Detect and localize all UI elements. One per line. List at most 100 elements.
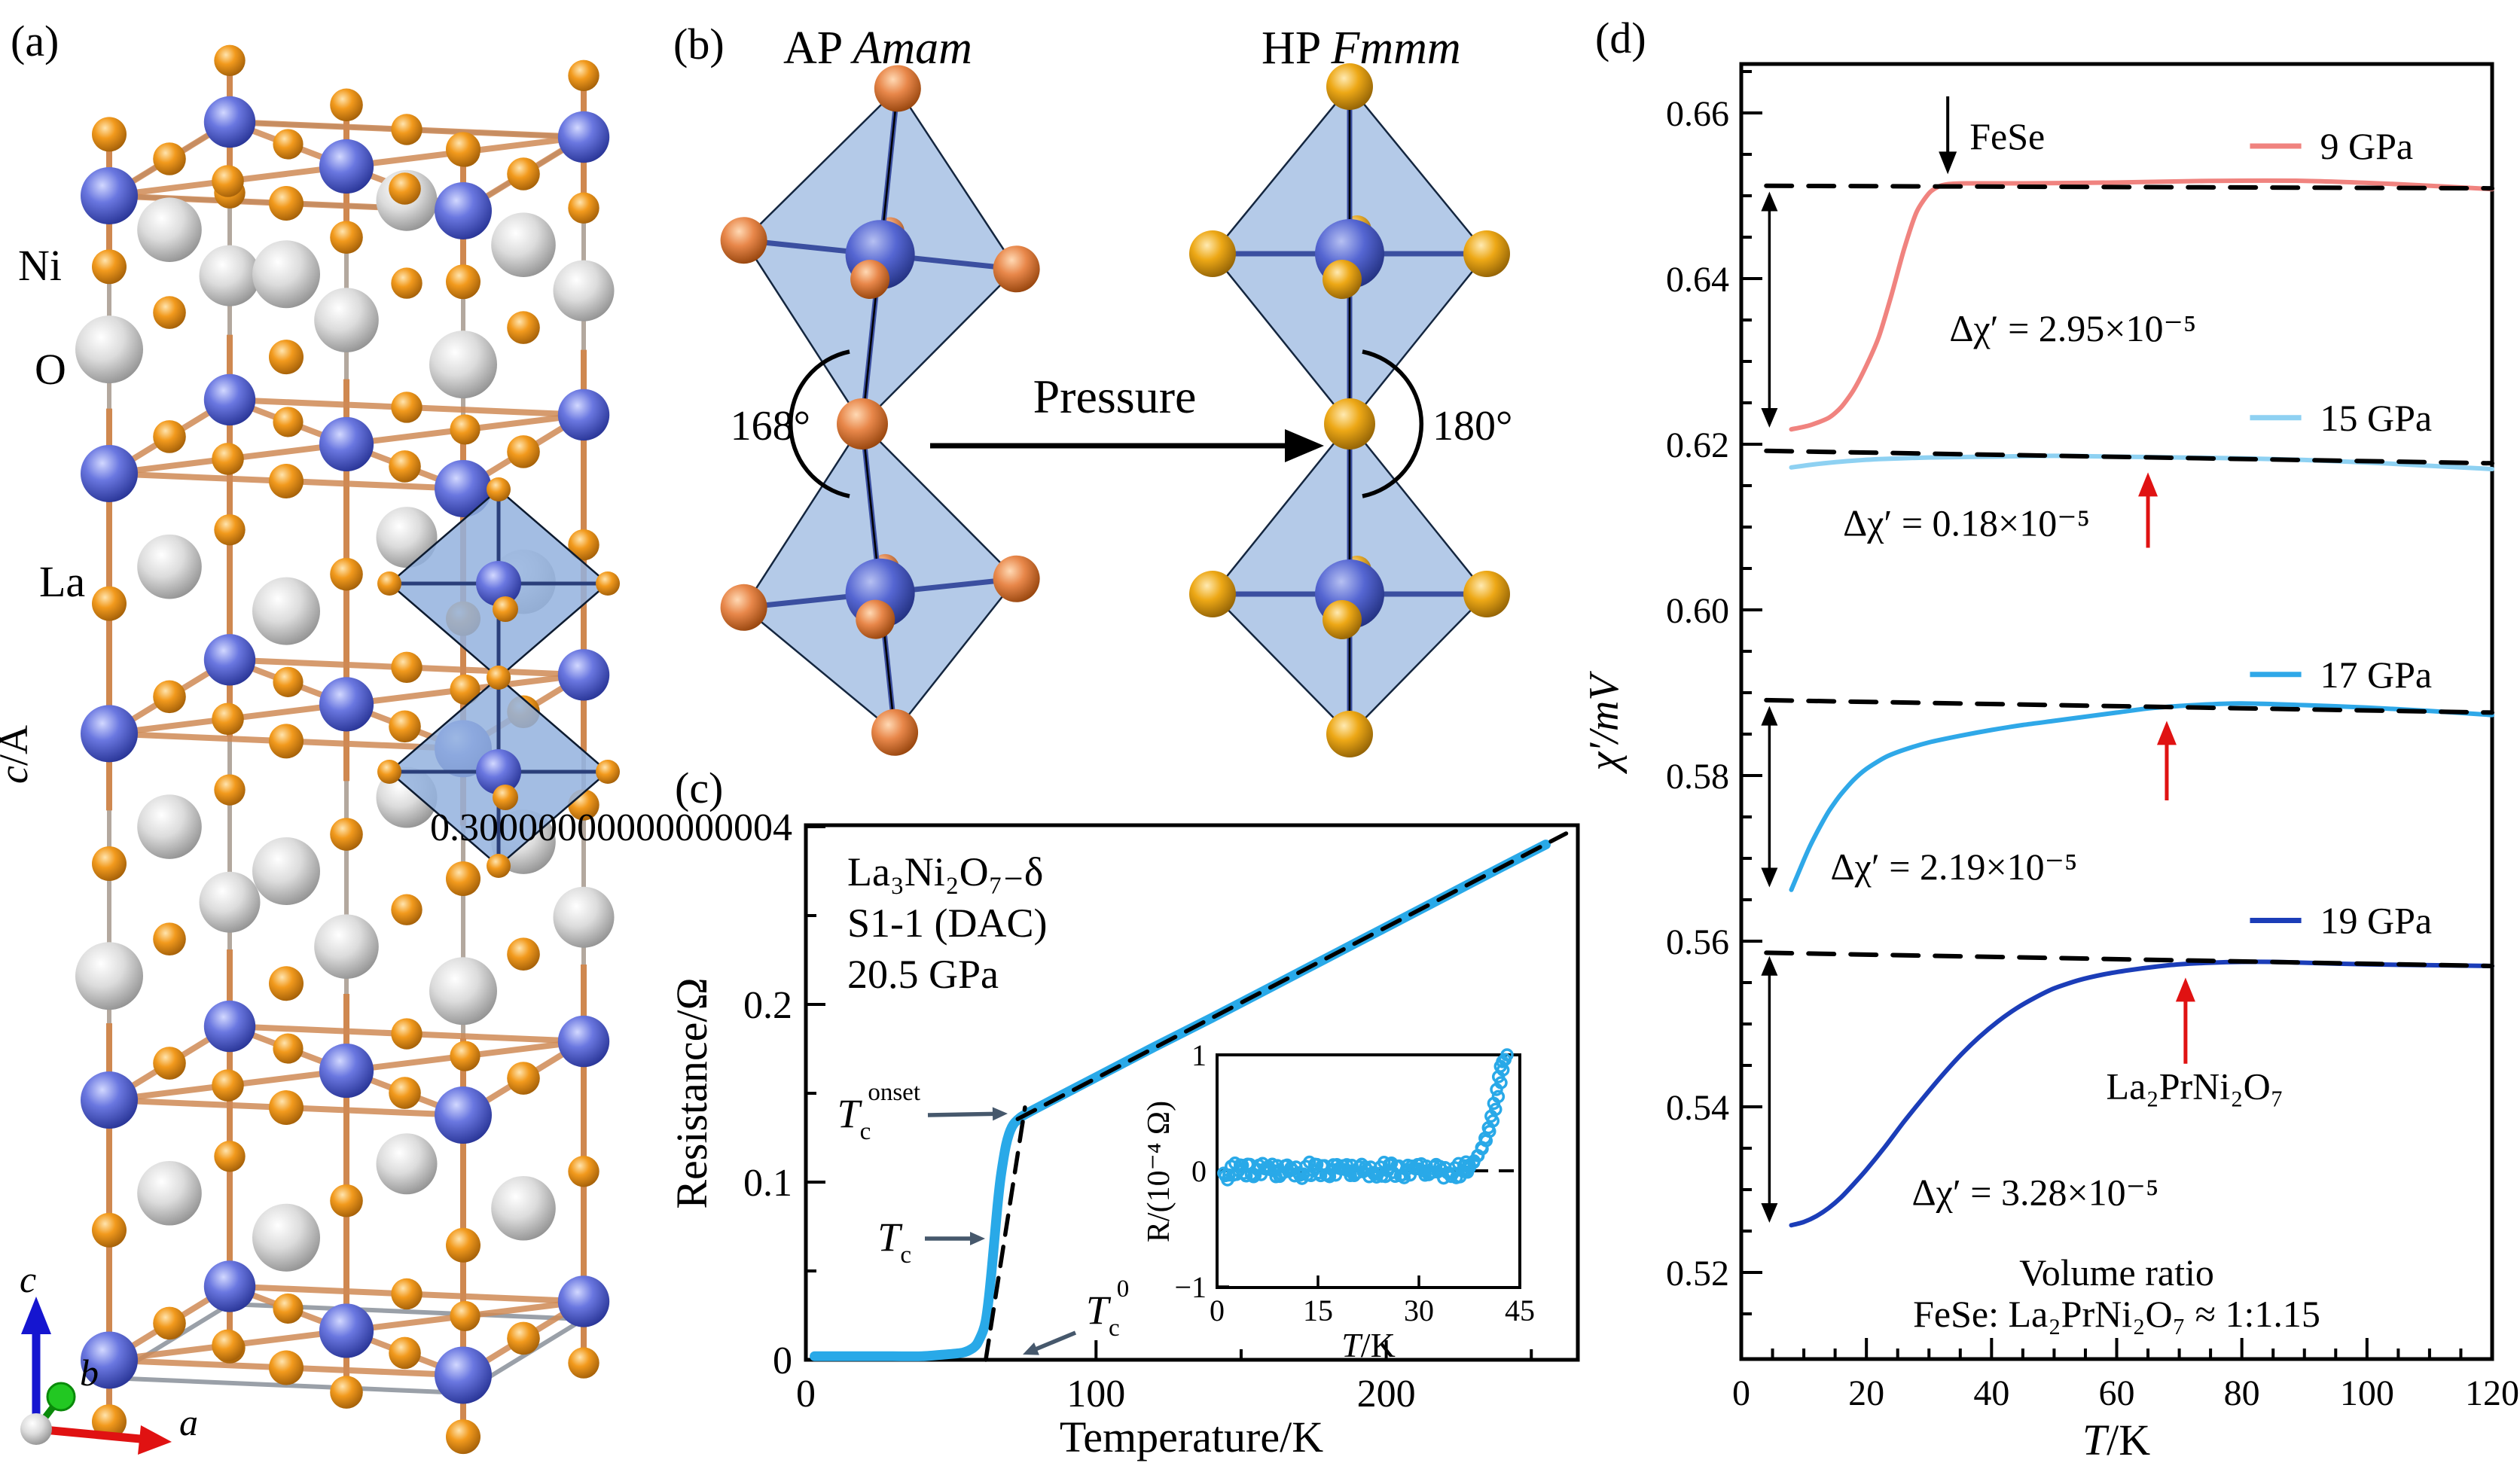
d-xlabel-symbol: T — [2082, 1416, 2110, 1464]
inset-data-point — [1340, 1158, 1353, 1172]
panel-a-crystal-structure: (a) Ni O La c/Å c b a — [0, 17, 620, 1455]
ni-atom — [81, 705, 138, 763]
o-atom — [507, 311, 540, 344]
panel-b-label: (b) — [673, 20, 725, 69]
sample-code: S1-1 (DAC) — [847, 901, 1048, 946]
ni-atom — [319, 139, 374, 194]
d-xlabel-unit: /K — [2107, 1416, 2150, 1464]
d-curve-9-gpa-baseline — [1764, 183, 2494, 191]
o-atom — [269, 463, 304, 498]
o-atom — [214, 514, 246, 546]
o-atom — [269, 966, 304, 1001]
o-atom — [389, 450, 421, 483]
c-inset-plot: 0 15 30 45−101 — [1174, 1038, 1535, 1327]
d-x-tick-label: 80 — [2224, 1373, 2260, 1413]
o-atom — [212, 1069, 244, 1102]
inset-data-point — [1323, 1169, 1337, 1184]
a-axis-arrow — [35, 1425, 141, 1443]
delta-chi-span-arrowhead — [1761, 191, 1778, 212]
o-atom — [330, 818, 363, 851]
la-atom — [252, 1203, 320, 1272]
o-atom — [507, 937, 540, 971]
d-x-tick-label: 0 — [1732, 1373, 1750, 1413]
o-atom — [450, 674, 481, 705]
o-atom — [389, 1336, 421, 1370]
la-atom — [252, 577, 320, 645]
o-atom — [450, 1300, 481, 1332]
ni-atom — [203, 373, 256, 426]
c-curve-normal-state-fit — [1015, 831, 1569, 1121]
la-atom — [314, 288, 379, 352]
o-atom — [568, 1347, 599, 1379]
o-atom — [92, 586, 127, 621]
d-x-tick-label: 120 — [2465, 1373, 2519, 1413]
legend-label-9-gpa: 9 GPa — [2320, 125, 2414, 167]
legend-label-15-gpa: 15 GPa — [2320, 397, 2433, 439]
ni-atom — [557, 111, 610, 163]
transition-marker-arrow-head — [2138, 472, 2158, 497]
o-atom — [446, 264, 481, 300]
o-atom — [212, 702, 244, 736]
inset-data-point — [1496, 1055, 1509, 1068]
delta-chi-span-arrowhead — [1761, 706, 1778, 726]
ni-atom — [476, 561, 521, 606]
upper-octahedron — [720, 65, 1040, 425]
right-title-spacegroup: Fmmm — [1330, 23, 1460, 74]
o-atom — [92, 1212, 127, 1248]
o-atom — [389, 710, 421, 743]
d-y-tick-label: 0.58 — [1666, 757, 1729, 797]
o-atom — [596, 571, 620, 596]
c-axis-italic: c — [0, 766, 36, 784]
d-y-tick-label: 0.64 — [1666, 260, 1729, 300]
tc-onset-label: Tconset — [837, 1079, 920, 1145]
d-y-tick-label: 0.54 — [1666, 1088, 1729, 1128]
fese-label: FeSe — [1969, 115, 2045, 157]
dchi-9: Δχ′ = 2.95×10⁻⁵ — [1949, 307, 2196, 349]
ni-atom — [557, 389, 610, 441]
o-atom — [391, 114, 423, 145]
la-atom — [137, 534, 202, 599]
d-curve-9-gpa — [1789, 178, 2494, 432]
o-atom-equatorial — [993, 245, 1040, 293]
o-atom — [330, 88, 363, 122]
c-ylabel: Resistance/Ω — [667, 977, 716, 1208]
o-atom — [269, 1350, 304, 1385]
atom-label-o: O — [35, 345, 66, 394]
dchi-17: Δχ′ = 2.19×10⁻⁵ — [1830, 846, 2077, 888]
o-atom — [153, 1047, 186, 1080]
ni-atom — [81, 167, 138, 224]
a-axis-arrowhead — [138, 1425, 172, 1455]
c-y-tick-label: 0 — [773, 1339, 792, 1382]
pressure-arrowhead — [1285, 429, 1324, 462]
o-atom — [212, 443, 244, 475]
o-atom — [446, 1419, 481, 1455]
o-atom-equatorial — [1463, 571, 1510, 617]
o-atom — [330, 1184, 363, 1217]
o-atom — [568, 1156, 599, 1187]
c-y-tick-label: 0.1 — [743, 1162, 792, 1205]
panel-d-label: (d) — [1595, 14, 1646, 62]
delta-chi-span-arrowhead — [1761, 867, 1778, 888]
o-atom — [273, 129, 304, 160]
left-angle-arc — [789, 349, 850, 498]
d-curve-17-gpa-baseline — [1764, 697, 2494, 715]
c-curve-transition-tangent — [984, 1105, 1027, 1362]
o-atom — [330, 221, 363, 254]
o-atom — [487, 666, 511, 690]
la-atom — [199, 245, 261, 306]
delta-chi-span-arrowhead — [1761, 955, 1778, 976]
o-atom — [330, 557, 363, 591]
inset-y-tick-label: 0 — [1191, 1154, 1207, 1188]
o-atom — [212, 165, 244, 197]
tc-onset-arrow-head — [992, 1107, 1008, 1121]
o-atom-equatorial — [1463, 230, 1510, 277]
panel-a-label: (a) — [11, 17, 59, 66]
atom-label-ni: Ni — [18, 241, 62, 290]
left-angle-label: 168° — [731, 403, 810, 450]
right-title-prefix: HP — [1262, 23, 1331, 74]
d-xlabel: T/K — [2082, 1416, 2150, 1464]
volume-ratio-2: FeSe: La₂PrNi₂O₇ ≈ 1:1.15 — [1913, 1293, 2320, 1335]
inset-data-point — [1484, 1109, 1498, 1123]
inset-x-tick-label: 45 — [1505, 1294, 1535, 1327]
